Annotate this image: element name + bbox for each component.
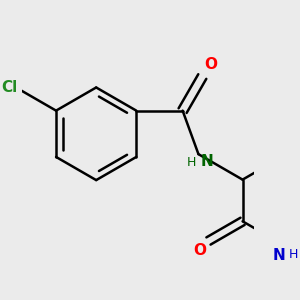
- Text: Cl: Cl: [2, 80, 18, 95]
- Text: H: H: [289, 248, 298, 261]
- Text: N: N: [272, 248, 285, 263]
- Text: H: H: [187, 157, 196, 169]
- Text: O: O: [205, 57, 218, 72]
- Text: N: N: [201, 154, 214, 169]
- Text: O: O: [193, 243, 206, 258]
